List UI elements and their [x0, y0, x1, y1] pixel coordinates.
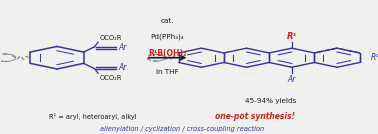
Text: Ar: Ar	[288, 75, 296, 84]
Text: allenylation / cyclization / cross-coupling reaction: allenylation / cyclization / cross-coupl…	[100, 126, 264, 132]
Text: R¹B(OH)₂: R¹B(OH)₂	[149, 49, 187, 58]
Text: OCO₂R: OCO₂R	[100, 75, 122, 81]
Text: in THF: in THF	[156, 69, 179, 75]
Text: cat.: cat.	[161, 18, 174, 24]
Text: R¹: R¹	[370, 53, 378, 62]
Text: Ar: Ar	[118, 43, 127, 52]
Text: Pd(PPh₃)₄: Pd(PPh₃)₄	[151, 33, 184, 40]
Text: R¹: R¹	[287, 32, 297, 41]
Text: one-pot synthesis!: one-pot synthesis!	[215, 112, 295, 121]
Text: 45-94% yields: 45-94% yields	[245, 98, 297, 104]
Text: OCO₂R: OCO₂R	[100, 35, 122, 41]
Text: R¹ = aryl, heteroaryl, alkyl: R¹ = aryl, heteroaryl, alkyl	[50, 113, 137, 120]
Text: Ar: Ar	[118, 63, 127, 72]
